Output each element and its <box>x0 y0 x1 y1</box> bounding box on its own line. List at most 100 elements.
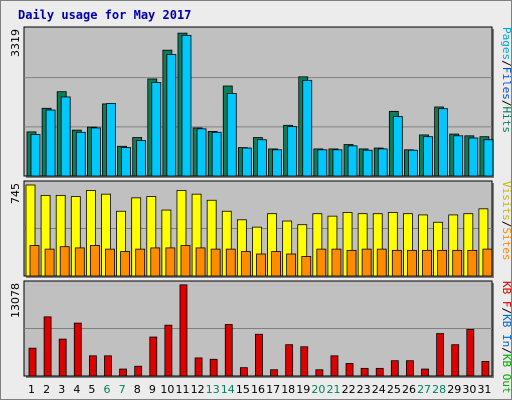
kbf-bar-kb-f-30 <box>466 328 475 377</box>
kbf-max-label: 13078 <box>9 283 22 318</box>
kbf-bar-kb-f-4 <box>73 322 82 377</box>
kbf-bar-kb-f-2 <box>43 316 52 377</box>
hits-bar-hits-8 <box>136 140 147 177</box>
hits-bar-hits-30 <box>468 137 479 177</box>
kbf-bar-kb-f-18 <box>285 344 294 377</box>
x-tick-label-day-27: 27 <box>417 383 431 396</box>
kbf-bar-kb-f-23 <box>360 367 369 377</box>
visits-bar-sites-27 <box>422 249 432 277</box>
visits-bar-sites-9 <box>150 247 161 277</box>
x-tick-label-day-29: 29 <box>447 383 461 396</box>
x-tick-label-day-14: 14 <box>221 383 235 396</box>
legend-bottom-part-0: KB F <box>500 281 512 308</box>
legend-top: Pages/Files/Hits <box>500 27 512 133</box>
visits-bar-sites-2 <box>44 248 55 277</box>
kbf-bar-kb-f-28 <box>436 333 445 377</box>
x-tick-label-day-17: 17 <box>266 383 280 396</box>
hits-bar-hits-16 <box>257 139 267 177</box>
x-tick-label-day-2: 2 <box>43 383 50 396</box>
visits-bar-sites-4 <box>74 247 85 277</box>
x-tick-label-day-13: 13 <box>206 383 220 396</box>
x-tick-label-day-5: 5 <box>88 383 95 396</box>
legend-bottom-part-4: KB Out <box>500 354 512 394</box>
legend-bottom-part-2: KB In <box>500 314 512 347</box>
x-tick-label-day-31: 31 <box>477 383 491 396</box>
hits-bar-hits-2 <box>45 109 56 177</box>
chart-title: Daily usage for May 2017 <box>18 8 191 22</box>
visits-bar-sites-24 <box>376 248 387 277</box>
visits-max-label: 745 <box>9 183 22 204</box>
kbf-bar-kb-f-27 <box>421 368 429 377</box>
x-tick-label-day-3: 3 <box>58 383 65 396</box>
visits-bar-sites-22 <box>346 249 357 277</box>
hits-bar-hits-23 <box>362 149 373 177</box>
legend-middle: Visits/Sites <box>500 181 512 261</box>
visits-bar-sites-25 <box>391 249 402 277</box>
legend-middle-part-0: Visits <box>500 181 512 221</box>
legend-top-part-1: / <box>500 60 512 67</box>
x-tick-label-day-7: 7 <box>119 383 126 396</box>
hits-bar-hits-27 <box>423 136 433 177</box>
visits-bar-sites-15 <box>240 251 251 277</box>
x-tick-label-day-18: 18 <box>281 383 295 396</box>
kbf-bar-kb-f-24 <box>375 367 384 377</box>
hits-bar-hits-29 <box>453 135 464 177</box>
visits-bar-sites-23 <box>361 248 372 277</box>
x-tick-label-day-11: 11 <box>176 383 190 396</box>
hits-bar-hits-26 <box>408 149 418 177</box>
visits-bar-sites-21 <box>331 248 342 277</box>
hits-bar-hits-9 <box>151 82 162 177</box>
legend-bottom-part-3: / <box>500 347 512 354</box>
legend-top-part-0: Pages <box>500 27 512 60</box>
kbf-bar-kb-f-9 <box>149 336 158 377</box>
kbf-bar-kb-f-19 <box>300 346 309 377</box>
kbf-bar-kb-f-10 <box>164 324 173 377</box>
hits-bar-hits-18 <box>287 126 298 177</box>
legend-middle-part-1: / <box>500 221 512 228</box>
hits-panel: 3319 <box>9 26 494 178</box>
hits-bar-hits-3 <box>60 96 71 177</box>
hits-bar-hits-13 <box>211 131 222 177</box>
kbf-bar-kb-f-20 <box>315 369 324 377</box>
x-tick-label-day-8: 8 <box>134 383 141 396</box>
x-tick-label-day-12: 12 <box>191 383 205 396</box>
visits-bar-sites-26 <box>407 249 417 277</box>
visits-bar-sites-6 <box>105 248 115 277</box>
x-tick-label-day-24: 24 <box>372 383 386 396</box>
visits-bar-sites-28 <box>437 249 448 277</box>
hits-bar-hits-4 <box>75 131 86 177</box>
legend-bottom: KB F/KB In/KB Out <box>500 281 512 394</box>
x-tick-label-day-25: 25 <box>387 383 401 396</box>
kbf-bar-kb-f-14 <box>224 324 233 377</box>
hits-bar-hits-10 <box>166 54 177 177</box>
hits-bar-hits-21 <box>332 149 343 177</box>
x-tick-label-day-15: 15 <box>236 383 250 396</box>
visits-bar-sites-12 <box>195 247 206 277</box>
legend-top-part-2: Files <box>500 67 512 100</box>
hits-bar-hits-31 <box>483 139 494 177</box>
hits-bar-hits-5 <box>90 127 101 177</box>
kbf-bar-kb-f-7 <box>119 368 127 377</box>
legend-top-part-4: Hits <box>500 107 512 134</box>
kbf-bar-kb-f-12 <box>194 357 203 377</box>
x-tick-label-day-26: 26 <box>402 383 416 396</box>
visits-bar-sites-14 <box>225 248 236 277</box>
hits-bar-hits-25 <box>392 116 403 177</box>
visits-bar-sites-13 <box>210 248 221 277</box>
x-tick-label-day-30: 30 <box>462 383 476 396</box>
kbf-bar-kb-f-31 <box>481 360 490 377</box>
kbf-bar-kb-f-1 <box>28 347 37 377</box>
x-tick-label-day-28: 28 <box>432 383 446 396</box>
kbf-bar-kb-f-25 <box>390 360 399 377</box>
x-tick-label-day-19: 19 <box>296 383 310 396</box>
x-tick-label-day-6: 6 <box>104 383 111 396</box>
visits-bar-sites-8 <box>135 248 146 277</box>
hits-bar-hits-22 <box>347 145 358 177</box>
hits-bar-hits-28 <box>438 108 449 177</box>
kbf-bar-kb-f-11 <box>179 284 188 377</box>
visits-panel: 745 <box>9 180 494 278</box>
legend-middle-part-2: Sites <box>500 227 512 260</box>
kbf-bar-kb-f-22 <box>345 363 354 377</box>
visits-bar-sites-20 <box>316 248 327 277</box>
